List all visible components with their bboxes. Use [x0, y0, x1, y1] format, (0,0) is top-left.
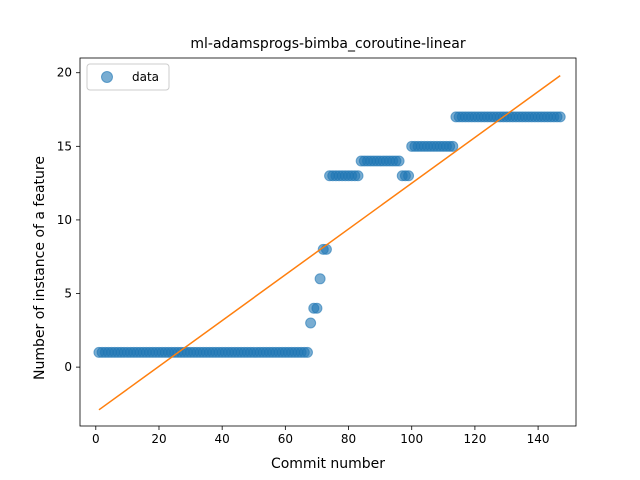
x-tick-label: 40	[215, 432, 230, 446]
x-tick-label: 0	[92, 432, 100, 446]
plot-area	[93, 75, 566, 411]
y-tick-label: 15	[57, 139, 72, 153]
legend: data	[86, 63, 170, 91]
data-point	[447, 140, 459, 152]
legend-frame	[86, 63, 170, 91]
data-point	[305, 317, 317, 329]
y-axis-label: Number of instance of a feature	[32, 156, 48, 380]
data-point	[314, 273, 326, 285]
x-tick-label: 120	[463, 432, 486, 446]
data-point	[554, 111, 566, 123]
x-tick-label: 80	[341, 432, 356, 446]
x-tick-label: 60	[278, 432, 293, 446]
y-tick-label: 10	[57, 213, 72, 227]
y-tick-label: 20	[57, 66, 72, 80]
data-point	[352, 170, 364, 182]
legend-marker	[101, 71, 113, 83]
y-tick-label: 0	[64, 360, 72, 374]
axis-ticks: 0 20 40 60 80 100 120 140 0 5 10 15 20	[57, 57, 577, 446]
y-tick-label: 5	[64, 287, 72, 301]
series-data	[93, 111, 566, 358]
legend-entry-data: data	[132, 70, 159, 84]
data-point	[311, 302, 323, 314]
fit-line	[98, 75, 561, 411]
x-tick-label: 20	[151, 432, 166, 446]
x-axis-label: Commit number	[271, 456, 385, 472]
x-tick-label: 140	[527, 432, 550, 446]
x-tick-label: 100	[400, 432, 423, 446]
axes-frame	[79, 57, 577, 427]
data-point	[403, 170, 415, 182]
data-point	[393, 155, 405, 167]
data-point	[301, 346, 313, 358]
chart-title: ml-adamsprogs-bimba_coroutine-linear	[190, 36, 465, 52]
